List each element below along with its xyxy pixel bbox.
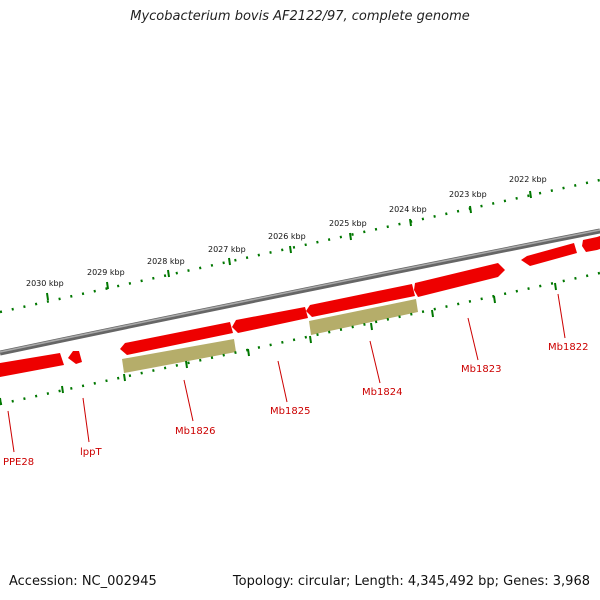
outer-major-ticks — [46, 190, 532, 301]
gene-arrow-4 — [306, 284, 415, 317]
feature-bars — [122, 299, 418, 373]
gene-arrow-6 — [120, 322, 233, 355]
gene-arrow-8 — [0, 353, 64, 377]
gene-label-mb1823: Mb1823 — [461, 364, 501, 375]
ruler-label-2022: 2022 kbp — [509, 175, 547, 184]
gene-label-mb1826: Mb1826 — [175, 426, 215, 437]
ruler-label-2025: 2025 kbp — [329, 219, 367, 228]
gene-label-mb1824: Mb1824 — [362, 387, 402, 398]
gene-arrow-3 — [414, 263, 505, 297]
ruler-label-2028: 2028 kbp — [147, 257, 185, 266]
gene-arrows — [0, 236, 600, 377]
gene-label-mb1825: Mb1825 — [270, 406, 310, 417]
accession-label: Accession: NC_002945 — [9, 574, 157, 589]
gene-arrow-5 — [232, 307, 308, 333]
gene-label-lppt: lppT — [80, 447, 102, 458]
map-title: Mycobacterium bovis AF2122/97, complete … — [130, 9, 470, 24]
ruler-label-2023: 2023 kbp — [449, 190, 487, 199]
feature-bar-1 — [309, 299, 418, 335]
ruler-labels: 2022 kbp 2023 kbp 2024 kbp 2025 kbp 2026… — [26, 175, 547, 288]
ruler-label-2027: 2027 kbp — [208, 245, 246, 254]
gene-leaders — [7, 293, 566, 453]
ruler-label-2029: 2029 kbp — [87, 268, 125, 277]
gene-label-mb1822: Mb1822 — [548, 342, 588, 353]
ruler-label-2026: 2026 kbp — [268, 232, 306, 241]
gene-arrow-7 — [68, 351, 82, 364]
inner-major-ticks — [0, 282, 557, 406]
gene-labels: Mb1822 Mb1823 Mb1824 Mb1825 Mb1826 lppT … — [3, 342, 588, 468]
ruler-label-2024: 2024 kbp — [389, 205, 427, 214]
genome-backbone — [0, 228, 600, 356]
ruler-label-2030: 2030 kbp — [26, 279, 64, 288]
gene-label-ppe28: PPE28 — [3, 457, 34, 468]
gene-arrow-1 — [582, 236, 600, 252]
feature-bar-2 — [122, 339, 236, 373]
gene-arrow-2 — [521, 243, 577, 266]
topology-label: Topology: circular; Length: 4,345,492 bp… — [232, 574, 590, 589]
